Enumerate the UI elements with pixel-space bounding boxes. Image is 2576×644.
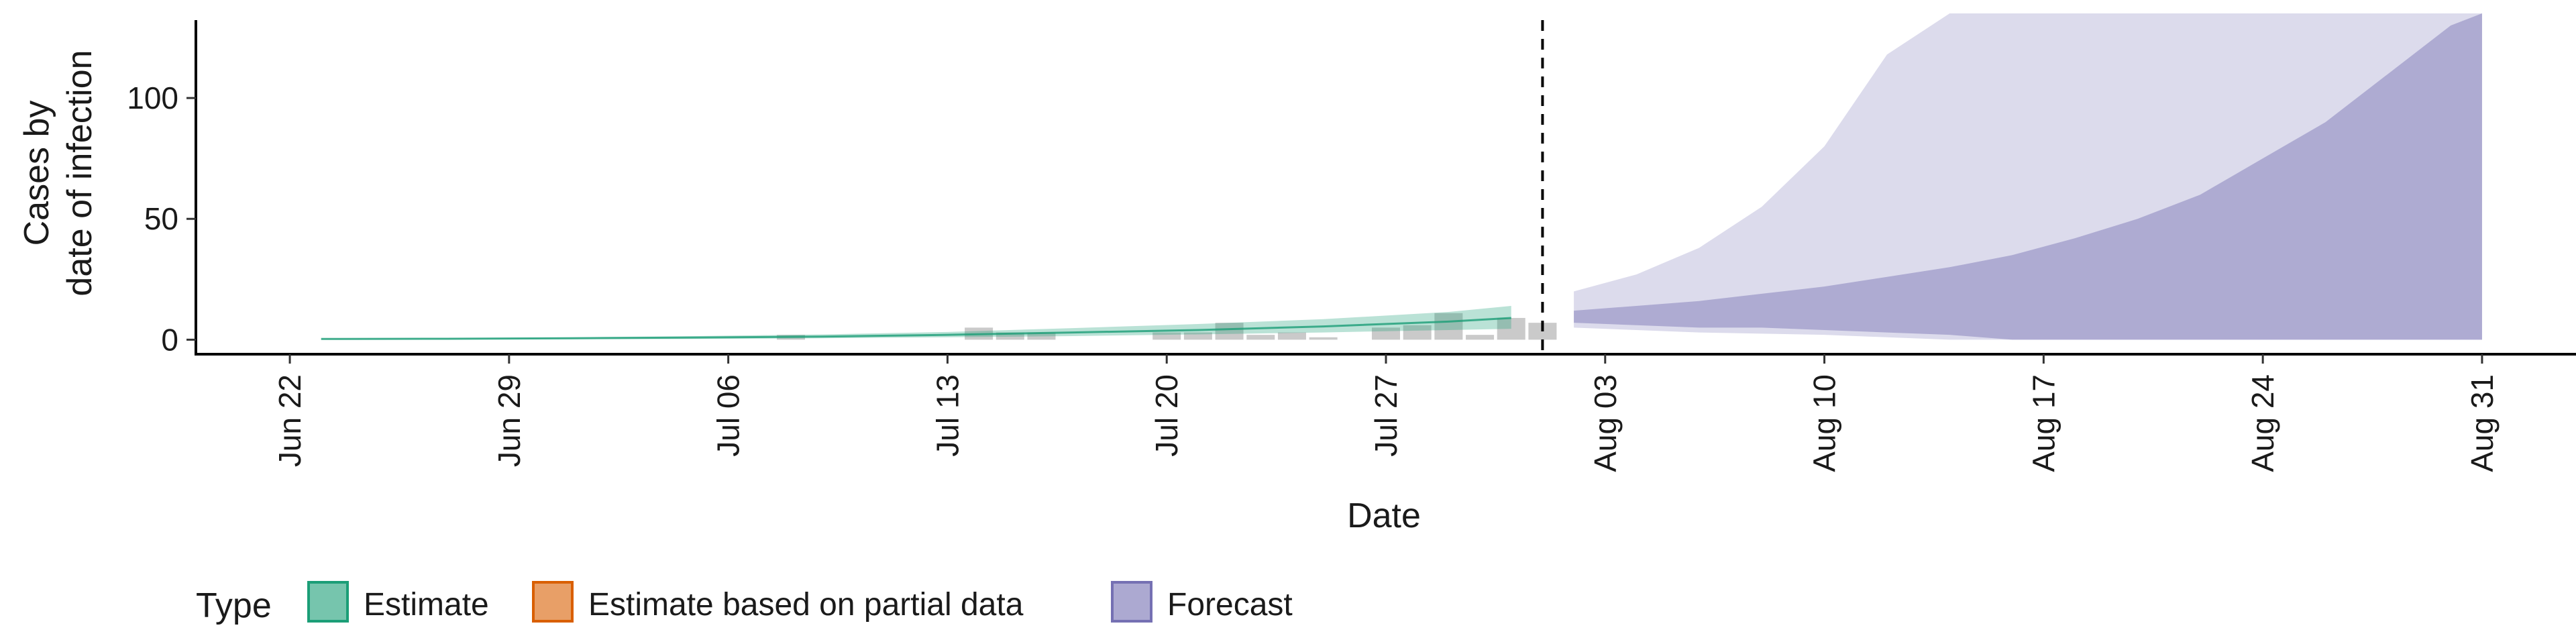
estimate-band xyxy=(321,305,1511,340)
legend: Type Estimate Estimate based on partial d… xyxy=(196,581,1293,625)
legend-title: Type xyxy=(196,586,272,625)
estimate-median-line xyxy=(321,317,1511,340)
x-tick-label: Aug 31 xyxy=(2465,374,2500,472)
reported-cases-bar xyxy=(1152,332,1181,340)
reported-cases-bar xyxy=(1466,335,1495,340)
reported-cases-bar xyxy=(1027,332,1056,340)
reported-cases-bar xyxy=(1277,332,1306,340)
x-tick-label: Jun 29 xyxy=(492,374,527,467)
y-axis-title-line-2: date of infection xyxy=(60,50,99,296)
x-tick-label: Aug 10 xyxy=(1807,374,1842,472)
reported-cases-bar xyxy=(1497,317,1525,340)
legend-key-2 xyxy=(1111,581,1152,623)
y-axis-title-line-1: Cases by xyxy=(17,101,56,246)
legend-key-1 xyxy=(532,581,574,623)
legend-label-1: Estimate based on partial data xyxy=(588,587,1024,623)
reported-cases-bar xyxy=(1215,323,1244,340)
x-tick-label: Jul 13 xyxy=(930,374,965,457)
plot-layer xyxy=(321,13,2482,340)
y-tick-label: 50 xyxy=(144,201,178,236)
axes-layer: 0 50 100 Jun 22 Jun 29 Jul 06 Jul 13 Jul 20 Jul … xyxy=(127,20,2576,472)
x-tick-label: Jul 20 xyxy=(1149,374,1184,457)
reported-cases-bar xyxy=(1371,327,1401,340)
x-tick-label: Jul 06 xyxy=(711,374,746,457)
forecast-band-inner xyxy=(1574,13,2482,340)
reported-cases-bar xyxy=(1246,335,1275,340)
reported-cases-bar xyxy=(1183,332,1212,340)
y-tick-label: 0 xyxy=(161,322,178,357)
reported-cases-bar xyxy=(1403,325,1432,340)
reported-cases-bar xyxy=(996,332,1024,340)
reported-cases-bar xyxy=(1434,313,1463,340)
legend-label-2: Forecast xyxy=(1167,587,1293,623)
legend-label-0: Estimate xyxy=(364,587,489,623)
x-tick-label: Aug 24 xyxy=(2245,374,2280,472)
x-axis-title: Date xyxy=(1347,496,1421,535)
x-tick-label: Aug 03 xyxy=(1588,374,1623,472)
x-tick-label: Jun 22 xyxy=(272,374,307,467)
forecast-band-outer xyxy=(1574,13,2482,340)
legend-key-0 xyxy=(307,581,349,623)
y-tick-label: 100 xyxy=(127,80,178,115)
reported-cases-bar xyxy=(1309,337,1338,340)
x-tick-label: Jul 27 xyxy=(1368,374,1403,457)
x-tick-label: Aug 17 xyxy=(2026,374,2061,472)
